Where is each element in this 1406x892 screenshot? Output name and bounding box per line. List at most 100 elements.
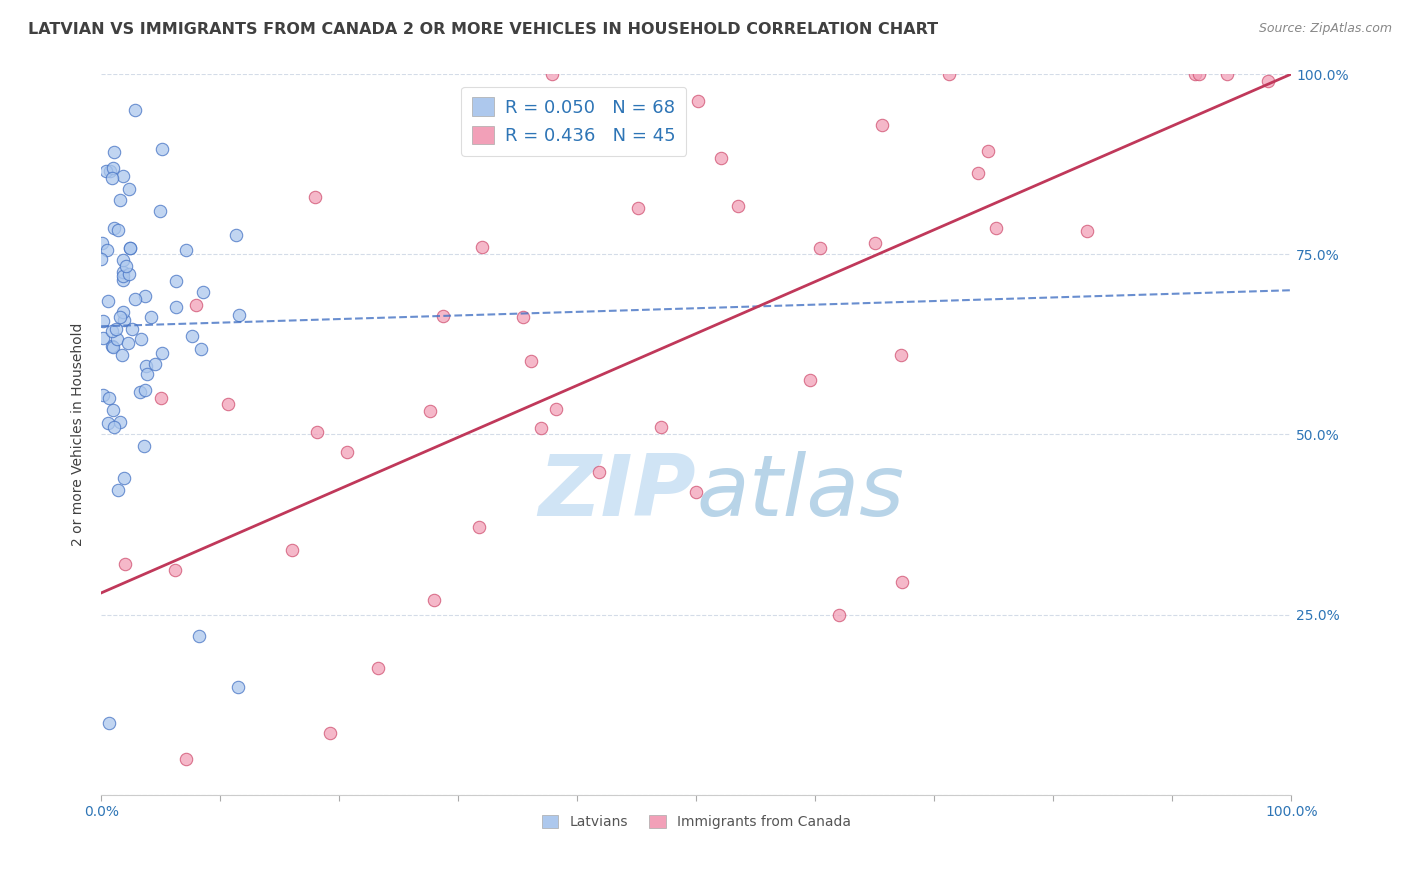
Point	[467, 520, 489, 534]
Point	[519, 353, 541, 368]
Point	[103, 220, 125, 235]
Point	[1076, 224, 1098, 238]
Point	[124, 292, 146, 306]
Point	[129, 384, 152, 399]
Point	[808, 241, 831, 255]
Point	[799, 373, 821, 387]
Point	[1257, 74, 1279, 88]
Point	[98, 164, 121, 178]
Text: LATVIAN VS IMMIGRANTS FROM CANADA 2 OR MORE VEHICLES IN HOUSEHOLD CORRELATION CH: LATVIAN VS IMMIGRANTS FROM CANADA 2 OR M…	[28, 22, 938, 37]
Point	[546, 402, 568, 417]
Point	[112, 273, 135, 287]
Point	[710, 152, 733, 166]
Point	[110, 415, 132, 429]
Point	[512, 310, 534, 324]
Y-axis label: 2 or more Vehicles in Household: 2 or more Vehicles in Household	[72, 323, 86, 546]
Text: ZIP: ZIP	[538, 450, 696, 533]
Point	[872, 119, 894, 133]
Point	[107, 483, 129, 497]
Point	[112, 471, 135, 485]
Point	[91, 313, 114, 327]
Point	[97, 417, 120, 431]
Point	[984, 221, 1007, 235]
Point	[1184, 67, 1206, 81]
Point	[108, 310, 131, 324]
Point	[150, 142, 173, 156]
Point	[976, 145, 998, 159]
Point	[124, 103, 146, 117]
Point	[967, 166, 990, 180]
Point	[103, 420, 125, 434]
Point	[307, 425, 329, 439]
Point	[165, 275, 187, 289]
Point	[129, 332, 152, 346]
Text: atlas: atlas	[696, 450, 904, 533]
Point	[90, 252, 112, 266]
Point	[101, 402, 124, 417]
Point	[149, 204, 172, 219]
Point	[111, 348, 134, 362]
Point	[97, 715, 120, 730]
Point	[117, 336, 139, 351]
Legend: Latvians, Immigrants from Canada: Latvians, Immigrants from Canada	[536, 809, 856, 835]
Point	[114, 259, 136, 273]
Point	[132, 439, 155, 453]
Point	[96, 244, 118, 258]
Point	[103, 145, 125, 160]
Point	[174, 243, 197, 257]
Point	[120, 241, 142, 255]
Text: Source: ZipAtlas.com: Source: ZipAtlas.com	[1258, 22, 1392, 36]
Point	[98, 391, 121, 405]
Point	[530, 421, 553, 435]
Point	[336, 444, 359, 458]
Point	[627, 201, 650, 215]
Point	[108, 193, 131, 207]
Point	[112, 252, 135, 267]
Point	[101, 340, 124, 354]
Point	[423, 593, 446, 607]
Point	[217, 397, 239, 411]
Point	[97, 294, 120, 309]
Point	[890, 574, 912, 589]
Point	[150, 346, 173, 360]
Point	[118, 241, 141, 255]
Point	[114, 557, 136, 571]
Point	[367, 661, 389, 675]
Point	[304, 189, 326, 203]
Point	[828, 607, 851, 622]
Point	[121, 322, 143, 336]
Point	[149, 392, 172, 406]
Point	[1188, 67, 1211, 81]
Point	[890, 348, 912, 362]
Point	[688, 94, 710, 108]
Point	[863, 236, 886, 251]
Point	[105, 333, 128, 347]
Point	[96, 164, 118, 178]
Point	[174, 752, 197, 766]
Point	[540, 67, 562, 81]
Point	[111, 305, 134, 319]
Point	[101, 170, 124, 185]
Point	[165, 301, 187, 315]
Point	[134, 383, 156, 397]
Point	[190, 342, 212, 356]
Point	[117, 268, 139, 282]
Point	[111, 265, 134, 279]
Point	[101, 325, 124, 339]
Point	[111, 169, 134, 184]
Point	[228, 308, 250, 322]
Point	[90, 235, 112, 250]
Point	[114, 313, 136, 327]
Point	[136, 367, 159, 381]
Point	[139, 310, 162, 325]
Point	[281, 543, 304, 558]
Point	[187, 629, 209, 643]
Point	[727, 199, 749, 213]
Point	[163, 563, 186, 577]
Point	[225, 227, 247, 242]
Point	[588, 465, 610, 479]
Point	[100, 339, 122, 353]
Point	[104, 322, 127, 336]
Point	[91, 331, 114, 345]
Point	[650, 420, 672, 434]
